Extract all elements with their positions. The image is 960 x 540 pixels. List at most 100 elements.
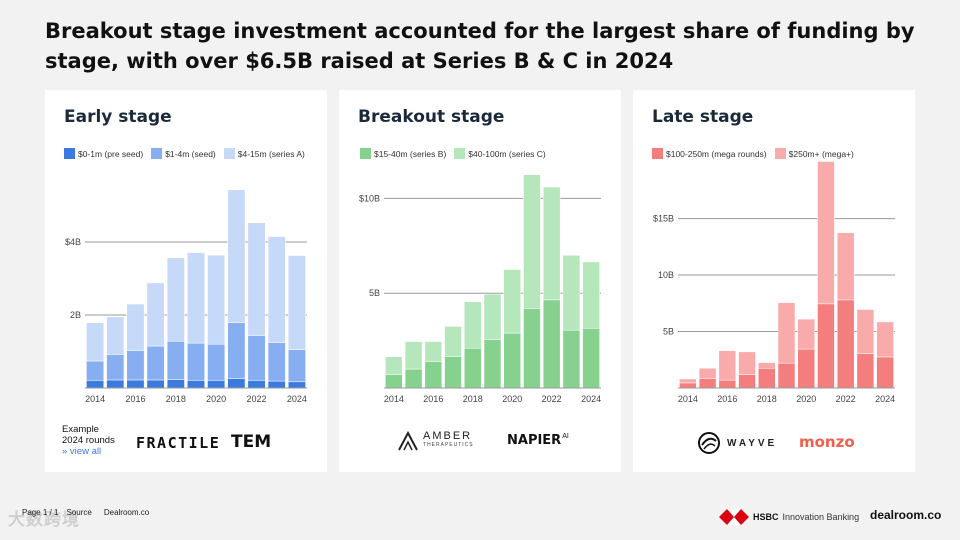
x-tick-label: 2022 (836, 394, 856, 404)
bar-segment (483, 339, 502, 389)
legend-swatch-icon (223, 148, 235, 159)
bar-segment (106, 316, 125, 355)
bar-segment (146, 345, 165, 381)
panel-title: Late stage (652, 107, 754, 127)
bar-segment (542, 299, 561, 389)
hsbc-division: Innovation Banking (782, 512, 860, 522)
legend-label: $1-4m (seed) (165, 148, 216, 159)
bar-segment (166, 257, 185, 342)
bar-segment (797, 348, 815, 389)
bar-segment (738, 351, 756, 375)
amber-tagline: THERAPEUTICS (423, 442, 474, 448)
legend-label: $100-250m (mega rounds) (666, 148, 767, 159)
bar-segment (523, 174, 541, 309)
bar-segment (698, 367, 717, 379)
bar-segment (287, 381, 306, 389)
bar-segment (187, 342, 205, 381)
napier-logo: NAPIER AI (507, 433, 569, 448)
bar-segment (836, 232, 855, 301)
bar-segment (146, 379, 165, 389)
bar-segment (817, 303, 835, 389)
bar-segment (777, 302, 796, 364)
legend: $15-40m (series B) $40-100m (series C) (360, 148, 546, 159)
source-label: Source (66, 508, 92, 517)
bar-segment (404, 368, 423, 389)
bar-segment (227, 322, 246, 379)
x-tick-label: 2024 (581, 394, 601, 404)
x-tick-label: 2016 (423, 394, 443, 404)
bar-segment (227, 378, 246, 389)
y-tick-label: $10B (359, 193, 380, 203)
legend-swatch-icon (64, 148, 75, 159)
watermark: 大数跨境 (8, 510, 80, 529)
footer-source: Page 1 / 1 Source Dealroom.co (10, 508, 149, 517)
early-stage-chart: 2B $4B 2014 2016 2018 2020 2022 2024 (65, 189, 307, 404)
legend-label: $15-40m (series B) (374, 148, 447, 159)
bar-segment (523, 308, 541, 389)
bar-segment (777, 362, 796, 389)
legend-item: $1-4m (seed) (151, 148, 216, 159)
legend-label: $4-15m (series A) (237, 148, 305, 159)
bar-segment (86, 322, 105, 362)
amber-logo: AMBER THERAPEUTICS (397, 431, 474, 451)
bar-segment (126, 350, 145, 381)
view-all-link[interactable]: » view all (62, 446, 102, 457)
bar-segment (385, 356, 403, 375)
bar-segment (207, 380, 226, 389)
wayve-logo: WAYVE (697, 431, 777, 455)
late-stage-panel: Late stage $100-250m (mega rounds) $250m… (633, 90, 915, 472)
hsbc-logo: HSBC Innovation Banking (719, 508, 859, 526)
bar-segment (267, 380, 286, 389)
bar-segment (836, 299, 855, 389)
bar-segment (797, 318, 815, 350)
legend-label: $0-1m (pre seed) (78, 148, 144, 159)
bar-segment (287, 255, 306, 350)
bar-segment (106, 379, 125, 389)
legend-swatch-icon (454, 148, 466, 159)
dealroom-logo: dealroom.co (870, 508, 942, 522)
x-tick-label: 2018 (166, 394, 186, 404)
x-tick-label: 2020 (502, 394, 522, 404)
breakout-stage-chart: 5B $10B 2014 2016 2018 2020 2022 2024 (359, 174, 601, 404)
bar-segment (679, 382, 697, 389)
x-tick-label: 2022 (542, 394, 562, 404)
bar-segment (106, 354, 125, 381)
y-tick-label: $4B (65, 237, 81, 247)
fractile-logo: FRACTILE (136, 434, 221, 452)
bar-segment (86, 380, 105, 389)
bar-segment (876, 356, 894, 389)
bar-segment (503, 269, 521, 334)
bar-segment (126, 303, 145, 351)
page-title: Breakout stage investment accounted for … (45, 19, 915, 73)
legend-swatch-icon (774, 148, 786, 159)
x-tick-label: 2016 (717, 394, 737, 404)
napier-name: NAPIER (507, 433, 562, 448)
x-tick-label: 2018 (757, 394, 777, 404)
hsbc-name: HSBC (753, 512, 779, 522)
amber-mark-icon (398, 431, 418, 451)
bar-segment (187, 380, 205, 389)
napier-ai: AI (562, 433, 569, 440)
y-tick-label: 10B (658, 270, 674, 280)
bar-segment (698, 378, 717, 389)
y-tick-label: 2B (70, 310, 81, 320)
bar-segment (718, 350, 737, 381)
y-tick-label: 5B (663, 327, 674, 337)
bar-segment (562, 329, 581, 389)
legend-item: $15-40m (series B) (360, 148, 446, 159)
late-stage-chart: 5B 10B $15B 2014 2016 2018 2020 2022 2024 (653, 161, 895, 404)
x-tick-label: 2020 (206, 394, 226, 404)
bar-segment (287, 349, 306, 383)
bar-segment (166, 341, 185, 380)
bar-segment (562, 255, 581, 331)
bar-segment (679, 378, 697, 384)
bar-segment (582, 261, 600, 329)
panel-title: Breakout stage (358, 107, 505, 127)
early-stage-panel: Early stage $0-1m (pre seed) $1-4m (seed… (45, 90, 327, 472)
amber-wordmark: AMBER THERAPEUTICS (423, 431, 474, 450)
bar-segment (738, 374, 756, 389)
x-tick-label: 2018 (463, 394, 483, 404)
x-tick-label: 2014 (85, 394, 105, 404)
bar-segment (856, 309, 875, 354)
legend-swatch-icon (151, 148, 163, 159)
